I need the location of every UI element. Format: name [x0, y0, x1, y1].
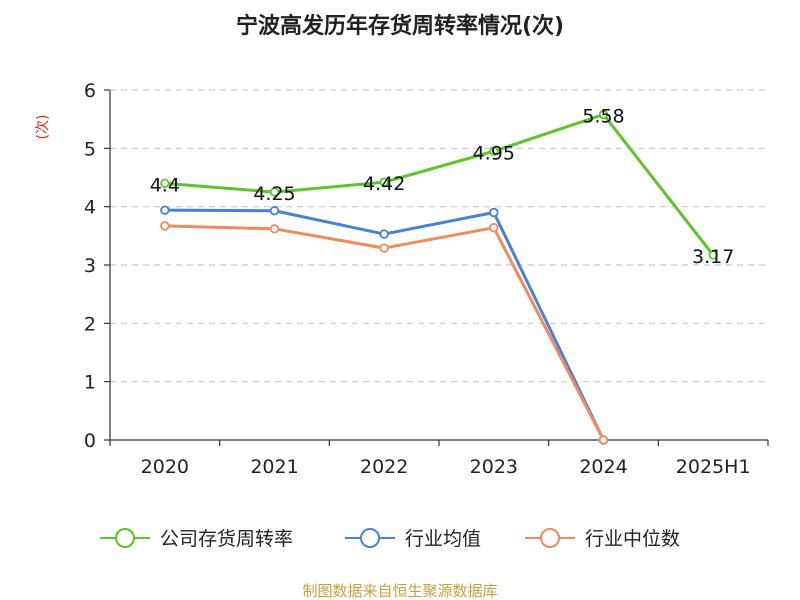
x-tick-label: 2021: [250, 456, 298, 478]
data-point[interactable]: [598, 435, 609, 445]
legend-item-label[interactable]: 行业均值: [405, 528, 481, 550]
legend-item-label[interactable]: 行业中位数: [585, 528, 680, 550]
data-point[interactable]: [489, 146, 499, 156]
data-point[interactable]: [269, 206, 280, 216]
data-point[interactable]: [489, 207, 499, 218]
data-label: 3.17: [692, 246, 734, 268]
y-tick-label: 2: [84, 313, 96, 335]
data-label: 4.42: [363, 173, 405, 195]
data-point[interactable]: [160, 178, 170, 189]
data-point[interactable]: [269, 187, 280, 197]
data-point[interactable]: [269, 224, 280, 234]
y-axis-unit: (次): [35, 115, 51, 140]
legend[interactable]: 公司存货周转率 行业均值 行业中位数: [100, 528, 680, 550]
axes: 0 1 2 3 4 5 6 2020 2021 2022 2023 2024 2025H1: [84, 80, 769, 478]
data-point[interactable]: [379, 229, 389, 239]
data-label: 4.4: [150, 174, 180, 196]
data-point[interactable]: [708, 250, 718, 260]
x-tick-label: 2023: [470, 456, 518, 478]
data-label: 4.95: [473, 142, 515, 164]
data-point[interactable]: [379, 177, 389, 187]
y-tick-label: 1: [84, 372, 96, 394]
data-point[interactable]: [489, 222, 499, 233]
x-tick-label: 2024: [579, 456, 627, 478]
grid-lines: [110, 89, 768, 383]
legend-marker: [360, 528, 380, 548]
chart-title: 宁波高发历年存货周转率情况(次): [236, 13, 564, 39]
y-tick-label: 3: [84, 255, 96, 277]
y-tick-label: 4: [84, 197, 96, 219]
y-tick-label: 0: [84, 430, 96, 452]
data-point[interactable]: [160, 205, 170, 215]
x-tick-label: 2020: [141, 456, 189, 478]
data-label: 5.58: [582, 106, 624, 128]
data-label: 4.25: [253, 183, 295, 205]
legend-marker: [540, 528, 560, 548]
series-line: [164, 113, 715, 257]
series-group: [160, 109, 718, 445]
data-labels: 4.4 4.25 4.42 4.95 5.58 3.17: [150, 106, 735, 269]
data-point[interactable]: [379, 243, 389, 253]
y-tick-label: 6: [84, 80, 96, 102]
data-point[interactable]: [160, 221, 170, 231]
x-tick-label: 2022: [360, 456, 408, 478]
legend-marker: [115, 528, 135, 548]
series-line: [164, 224, 605, 441]
x-tick-label: 2025H1: [676, 456, 751, 478]
data-point[interactable]: [598, 109, 609, 120]
legend-item-label[interactable]: 公司存货周转率: [160, 528, 293, 550]
source-note: 制图数据来自恒生聚源数据库: [302, 582, 497, 600]
y-tick-label: 5: [84, 138, 96, 160]
